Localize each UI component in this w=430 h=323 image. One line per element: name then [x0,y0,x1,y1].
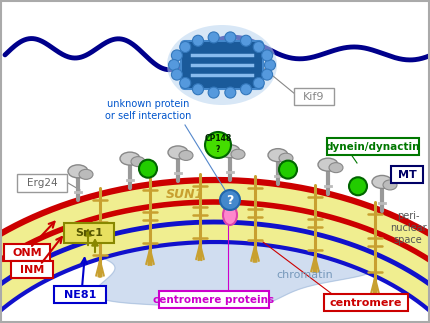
FancyBboxPatch shape [64,223,114,243]
Circle shape [240,35,252,46]
Circle shape [264,59,276,70]
Circle shape [240,84,252,95]
Ellipse shape [179,151,193,161]
Text: unknown protein
or self interaction: unknown protein or self interaction [105,99,191,121]
Circle shape [261,69,273,80]
Circle shape [205,132,231,158]
Circle shape [253,78,264,89]
Text: Src1: Src1 [75,228,103,238]
Circle shape [225,87,236,98]
Circle shape [261,50,273,61]
FancyBboxPatch shape [11,261,53,278]
Circle shape [193,35,203,46]
FancyBboxPatch shape [324,294,408,311]
Text: SUN1: SUN1 [166,189,204,202]
FancyBboxPatch shape [391,166,423,183]
Ellipse shape [383,180,397,190]
Circle shape [208,32,219,43]
Circle shape [180,78,191,89]
Text: Kif9: Kif9 [303,92,325,102]
Circle shape [225,32,236,43]
Text: Erg24: Erg24 [27,178,57,188]
FancyBboxPatch shape [181,41,263,89]
Ellipse shape [329,163,343,172]
FancyBboxPatch shape [4,244,50,261]
Text: centromere proteins: centromere proteins [154,295,275,305]
Text: MT: MT [398,170,416,180]
Circle shape [180,41,191,53]
Ellipse shape [318,158,338,171]
Text: peri-
nuclear
space: peri- nuclear space [390,211,426,245]
FancyBboxPatch shape [327,138,419,155]
Ellipse shape [131,157,145,167]
Circle shape [253,41,264,53]
Ellipse shape [167,25,277,105]
Ellipse shape [220,145,240,158]
Ellipse shape [120,152,140,165]
Ellipse shape [372,175,392,188]
Ellipse shape [79,169,93,179]
Circle shape [279,161,297,179]
Text: NE81: NE81 [64,290,96,300]
Circle shape [172,50,182,61]
Circle shape [169,59,179,70]
Ellipse shape [68,165,88,178]
FancyBboxPatch shape [159,291,269,308]
Circle shape [208,87,219,98]
Circle shape [193,84,203,95]
Ellipse shape [279,153,293,163]
Ellipse shape [231,149,245,159]
FancyBboxPatch shape [54,286,106,303]
Circle shape [349,177,367,195]
Ellipse shape [223,205,237,225]
Circle shape [172,69,182,80]
Polygon shape [0,180,430,323]
Circle shape [220,190,240,210]
Ellipse shape [268,149,288,162]
Circle shape [139,160,157,178]
Polygon shape [95,228,375,308]
FancyBboxPatch shape [294,88,334,105]
FancyBboxPatch shape [17,174,67,192]
Text: INM: INM [20,265,44,275]
Text: centromere: centromere [330,298,402,308]
Text: dynein/dynactin: dynein/dynactin [326,142,420,152]
Text: ?: ? [226,193,233,206]
Text: chromatin: chromatin [276,270,333,280]
Text: ONM: ONM [12,248,42,258]
Ellipse shape [168,146,188,159]
Text: CP148
?: CP148 ? [204,134,232,154]
